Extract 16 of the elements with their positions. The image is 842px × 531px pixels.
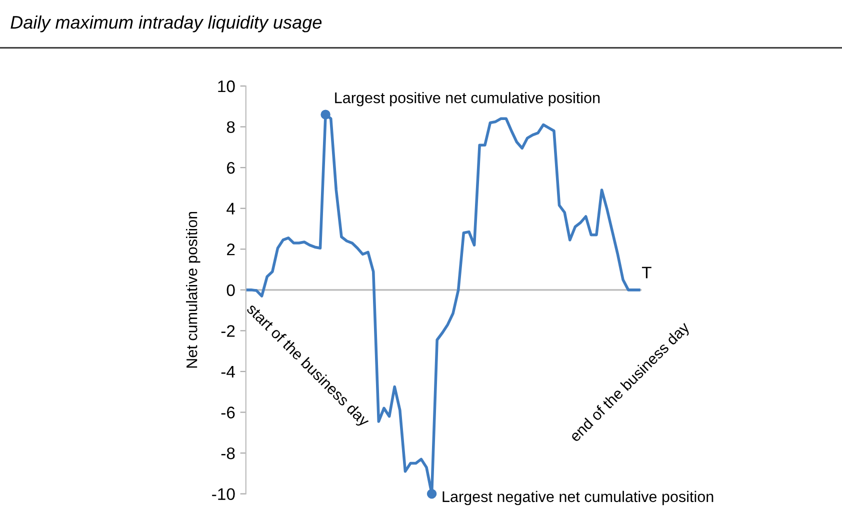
y-axis-title: Net cumulative position bbox=[186, 212, 200, 368]
y-tick-label: -2 bbox=[221, 325, 235, 337]
y-tick-label: -6 bbox=[221, 406, 235, 418]
y-tick-label: 10 bbox=[218, 80, 235, 92]
chart-title: Daily maximum intraday liquidity usage bbox=[10, 15, 322, 32]
y-tick-label: 2 bbox=[227, 244, 235, 256]
x-axis-title: T bbox=[642, 266, 652, 278]
annotation: Largest positive net cumulative position bbox=[335, 92, 600, 106]
y-tick-label: -10 bbox=[212, 488, 235, 500]
y-tick-label: 8 bbox=[226, 121, 235, 134]
y-tick-label: -8 bbox=[221, 447, 235, 460]
y-tick-label: 6 bbox=[227, 162, 235, 174]
annotation: Largest negative net cumulative position bbox=[442, 490, 714, 506]
y-tick-label: 4 bbox=[226, 202, 235, 214]
y-tick-label: 0 bbox=[226, 284, 235, 296]
y-tick-label: -4 bbox=[221, 366, 235, 378]
